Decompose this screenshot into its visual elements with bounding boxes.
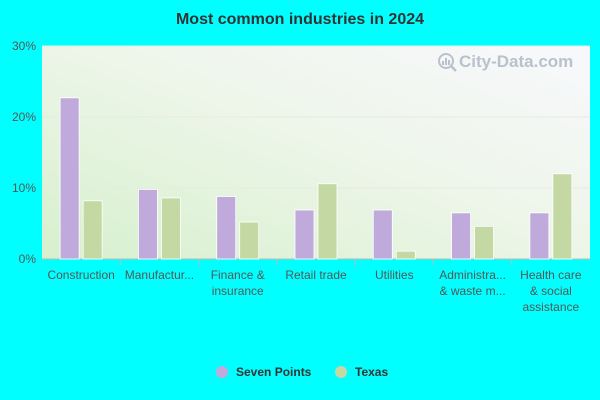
x-category-label: Retail trade (285, 268, 347, 282)
y-axis-ticks: 0% 10% 20% 30% (12, 39, 36, 266)
bar-seven-points[interactable] (294, 209, 315, 260)
bar-texas[interactable] (552, 173, 573, 260)
legend: Seven Points Texas (216, 365, 388, 379)
bar-texas[interactable] (82, 200, 103, 260)
chart-title: Most common industries in 2024 (176, 11, 424, 28)
legend-swatch (335, 366, 347, 378)
x-axis-categories: Construction Manufactur... Finance & insura… (47, 268, 581, 314)
magnifier-bar-chart-icon (438, 53, 457, 72)
x-category-label: Manufactur... (125, 268, 194, 282)
watermark: City-Data.com (438, 52, 573, 72)
legend-label: Texas (355, 365, 388, 379)
watermark-text: City-Data.com (459, 52, 573, 71)
bar-seven-points[interactable] (451, 212, 471, 260)
bar-texas[interactable] (161, 197, 181, 260)
y-tick-label: 30% (12, 39, 36, 53)
legend-swatch (216, 366, 228, 378)
y-tick-label: 20% (12, 110, 36, 124)
x-category-label: Finance & (211, 268, 265, 282)
bar-seven-points[interactable] (529, 212, 550, 260)
bar-seven-points[interactable] (372, 209, 393, 260)
grid-lines (42, 45, 590, 265)
bars (59, 97, 573, 260)
x-category-label: Administra... (439, 268, 506, 282)
bar-texas[interactable] (239, 221, 260, 260)
bar-seven-points[interactable] (138, 189, 158, 260)
bar-seven-points[interactable] (59, 97, 80, 260)
x-category-label: Utilities (375, 268, 414, 282)
y-tick-label: 10% (12, 181, 36, 195)
x-category-label: Health care (520, 268, 582, 282)
x-category-label: & social (530, 284, 572, 298)
bar-texas[interactable] (474, 225, 494, 260)
bar-seven-points[interactable] (216, 196, 237, 260)
x-category-label: insurance (212, 284, 264, 298)
x-category-label: assistance (523, 300, 580, 314)
x-category-label: & waste m... (440, 284, 506, 298)
plot-background (42, 46, 590, 259)
legend-label: Seven Points (236, 365, 312, 379)
bar-texas[interactable] (317, 183, 338, 260)
bar-texas[interactable] (395, 250, 416, 260)
x-category-label: Construction (47, 268, 114, 282)
y-tick-label: 0% (19, 252, 37, 266)
